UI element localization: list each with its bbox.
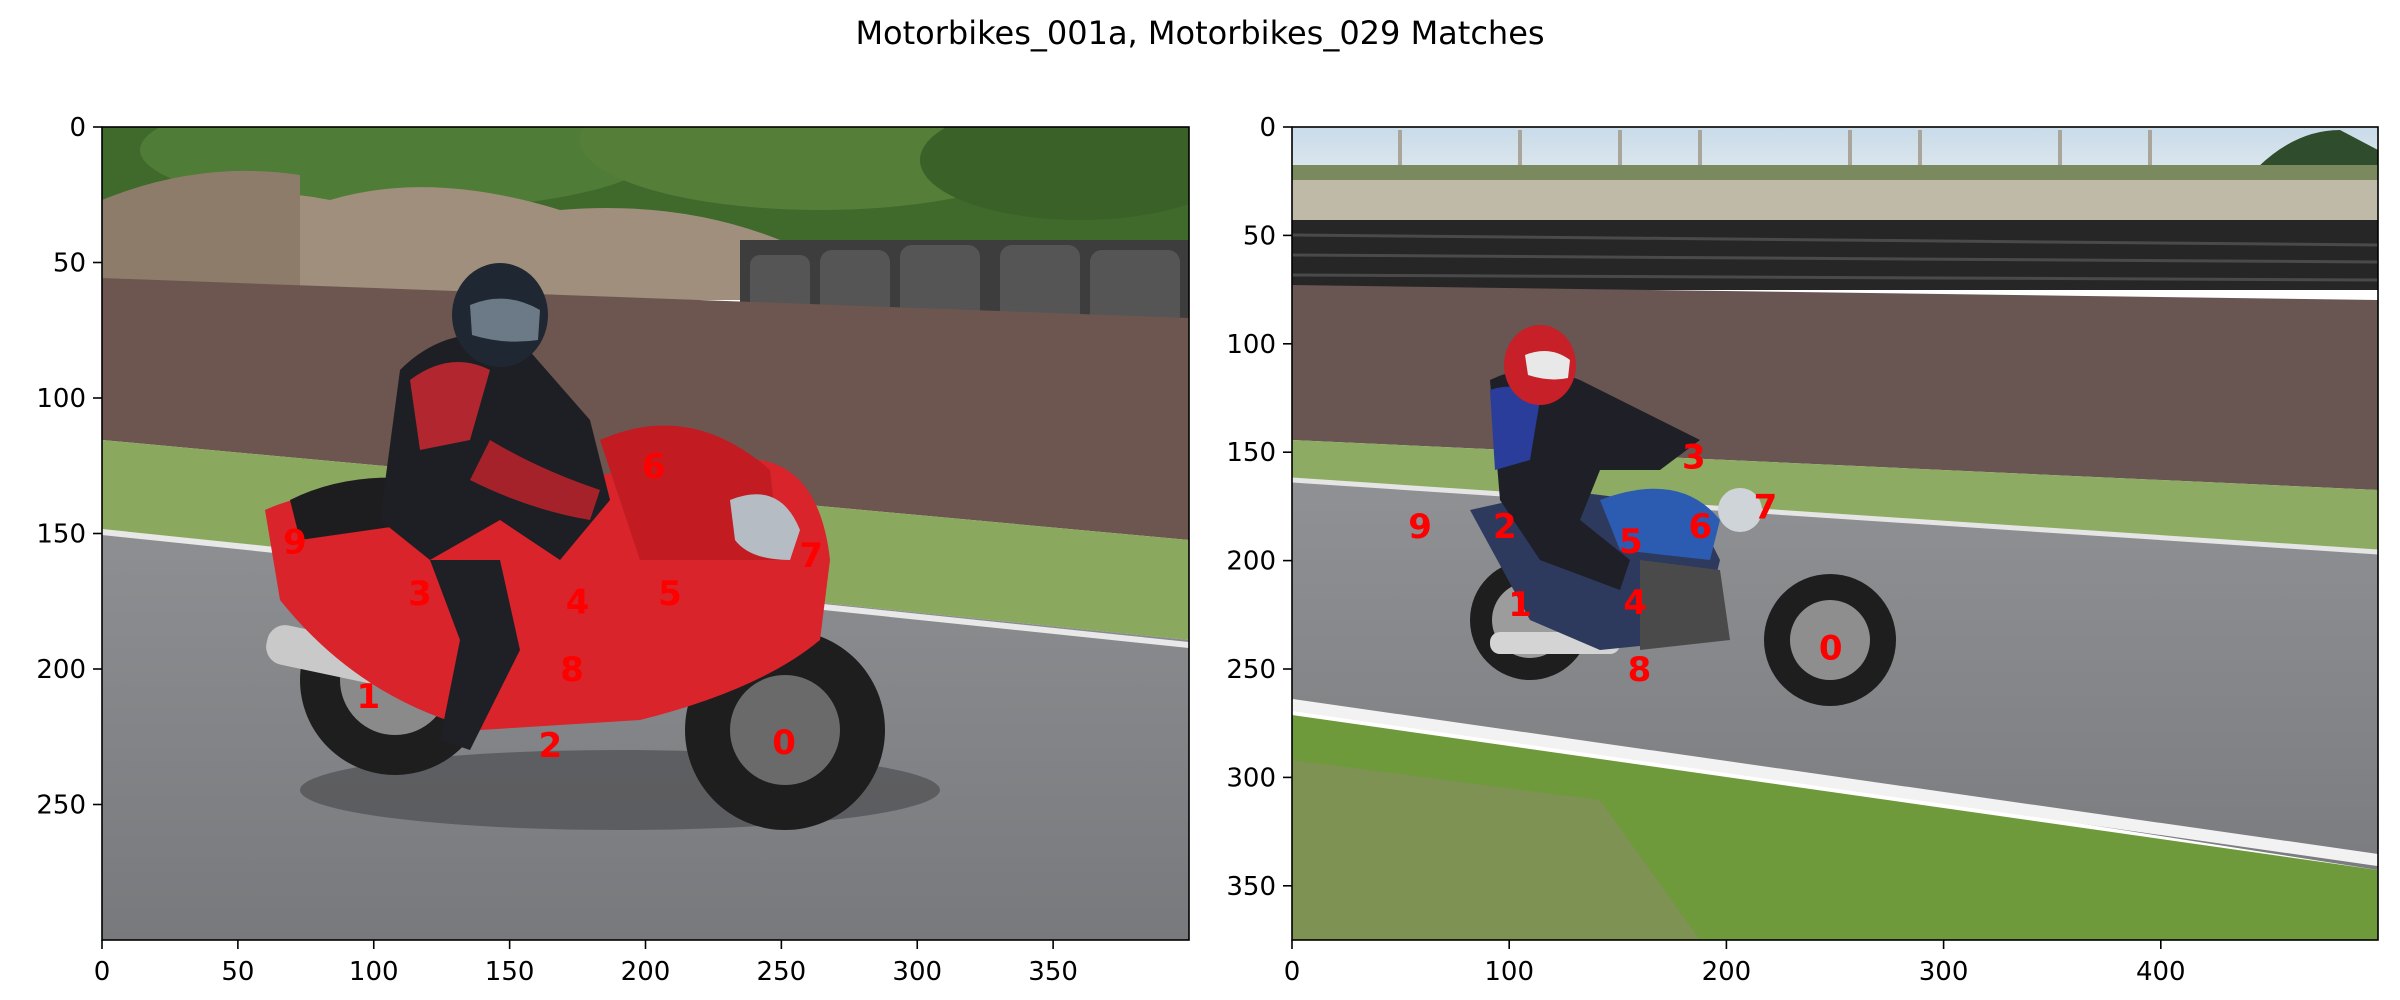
right-xtick-label: 400 — [2136, 957, 2186, 987]
left-keypoint-4: 4 — [566, 582, 590, 622]
left-keypoint-3: 3 — [408, 574, 432, 614]
right-keypoint-3: 3 — [1682, 438, 1706, 478]
right-keypoint-1: 1 — [1508, 585, 1532, 625]
right-keypoint-7: 7 — [1754, 487, 1778, 527]
left-keypoint-0: 0 — [772, 723, 796, 763]
left-keypoint-7: 7 — [799, 536, 823, 576]
right-ytick-label: 350 — [1226, 872, 1276, 902]
right-axes-frame — [1291, 126, 2379, 941]
left-ytick-label: 100 — [36, 384, 86, 414]
left-axes: 0 50 100 150 200 250 300 350 0 50 100 150 200 250 0 1 2… — [36, 113, 1190, 987]
right-photo — [1292, 127, 2378, 940]
right-keypoint-8: 8 — [1628, 650, 1652, 690]
rider-right — [1490, 325, 1700, 590]
right-ytick-label: 50 — [1243, 221, 1276, 251]
left-xtick-label: 350 — [1028, 957, 1078, 987]
left-ytick-label: 200 — [36, 655, 86, 685]
left-ytick-label: 50 — [53, 249, 86, 279]
right-keypoint-9: 9 — [1408, 507, 1432, 547]
right-keypoint-2: 2 — [1493, 507, 1517, 547]
left-xtick-label: 100 — [349, 957, 399, 987]
left-keypoint-5: 5 — [658, 574, 682, 614]
right-ytick-label: 100 — [1226, 330, 1276, 360]
right-xtick-label: 0 — [1284, 957, 1301, 987]
right-ytick-label: 250 — [1226, 655, 1276, 685]
right-ytick-label: 150 — [1226, 438, 1276, 468]
left-keypoint-2: 2 — [539, 726, 563, 766]
left-ytick-label: 250 — [36, 791, 86, 821]
right-ytick-label: 200 — [1226, 547, 1276, 577]
left-keypoint-9: 9 — [283, 523, 307, 563]
left-ytick-label: 0 — [69, 113, 86, 143]
right-keypoint-5: 5 — [1619, 522, 1643, 562]
left-xtick-label: 300 — [892, 957, 942, 987]
right-ytick-label: 300 — [1226, 763, 1276, 793]
left-keypoint-6: 6 — [642, 447, 666, 487]
left-keypoints: 0 1 2 3 4 5 6 7 8 9 — [283, 447, 823, 766]
left-xtick-label: 0 — [94, 957, 111, 987]
left-ytick-label: 150 — [36, 520, 86, 550]
left-keypoint-1: 1 — [356, 677, 380, 717]
left-xtick-label: 200 — [621, 957, 671, 987]
left-xtick-label: 150 — [485, 957, 535, 987]
right-xtick-label: 300 — [1919, 957, 1969, 987]
right-keypoint-0: 0 — [1819, 628, 1843, 668]
right-ytick-label: 0 — [1259, 113, 1276, 143]
tire-wall-right — [1292, 233, 2378, 282]
right-xtick-label: 200 — [1702, 957, 1752, 987]
left-xtick-label: 250 — [757, 957, 807, 987]
left-xtick-label: 50 — [221, 957, 254, 987]
left-photo — [102, 127, 1189, 940]
right-keypoint-4: 4 — [1623, 583, 1647, 623]
right-keypoint-6: 6 — [1689, 507, 1713, 547]
right-keypoints: 0 1 2 3 4 5 6 7 8 9 — [1408, 438, 1842, 690]
right-xtick-label: 100 — [1484, 957, 1534, 987]
left-keypoint-8: 8 — [560, 650, 584, 690]
right-axes: 0 100 200 300 400 0 50 100 150 200 250 300 350 0 1 2 3 4… — [1226, 113, 2379, 987]
figure-title: Motorbikes_001a, Motorbikes_029 Matches — [855, 14, 1544, 52]
rider-left — [380, 263, 610, 750]
